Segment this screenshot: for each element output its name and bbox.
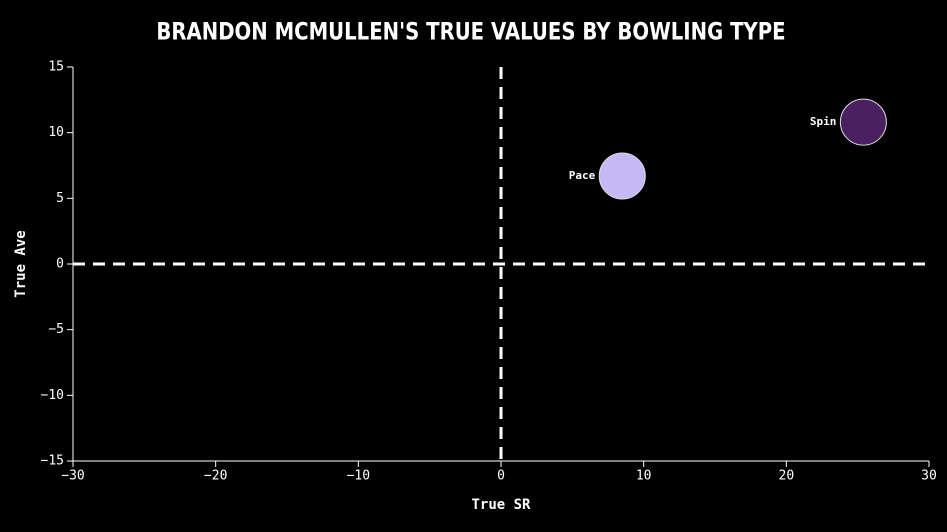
bubble (839, 98, 887, 146)
y-tick-label: −5 (48, 322, 64, 337)
x-tick-label: −10 (347, 469, 370, 484)
chart-title: BRANDON MCMULLEN'S TRUE VALUES BY BOWLIN… (156, 19, 785, 46)
x-tick-label: 30 (921, 469, 937, 484)
y-tick-label: 5 (56, 191, 64, 206)
y-tick-label: 10 (48, 125, 64, 140)
x-axis-label: True SR (471, 497, 531, 513)
y-tick-label: −10 (41, 388, 64, 403)
y-axis-label: True Ave (13, 230, 29, 297)
point-label: Pace (569, 169, 596, 182)
y-tick-label: 15 (48, 60, 64, 75)
y-tick-label: −15 (41, 454, 64, 469)
bubble (598, 152, 646, 200)
x-tick-label: 0 (497, 469, 505, 484)
x-tick-label: −20 (204, 469, 227, 484)
x-tick-label: 10 (636, 469, 652, 484)
y-tick-label: 0 (56, 257, 64, 272)
point-label: Spin (810, 115, 837, 128)
x-tick-label: −30 (61, 469, 84, 484)
x-tick-label: 20 (779, 469, 795, 484)
